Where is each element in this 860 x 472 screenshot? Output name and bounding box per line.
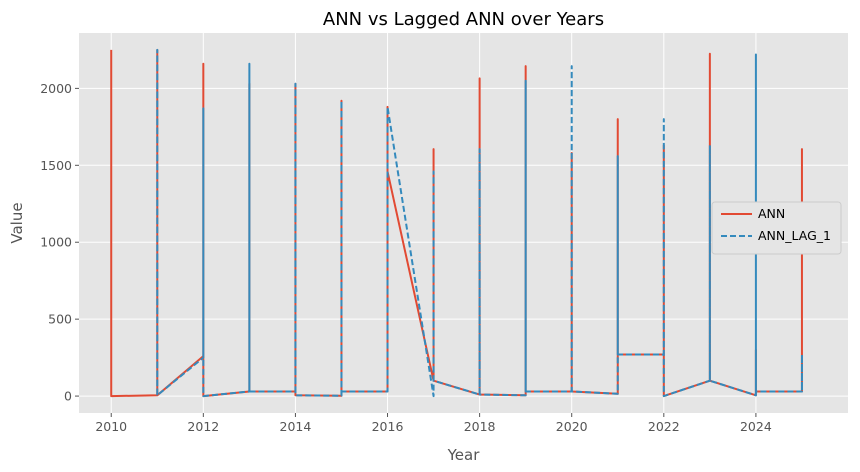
x-tick-label: 2020	[556, 419, 588, 434]
series-layer	[110, 48, 803, 398]
x-tick-label: 2016	[372, 419, 404, 434]
legend-label-ann: ANN	[758, 206, 785, 221]
series-line-ann-lag-1	[156, 48, 803, 398]
y-tick-label: 2000	[40, 81, 72, 96]
x-tick-label: 2012	[187, 419, 219, 434]
y-axis-label: Value	[8, 202, 26, 243]
legend: ANN ANN_LAG_1	[711, 201, 842, 255]
y-tick-label: 0	[64, 389, 72, 404]
x-tick-labels: 2010 2012 2014 2016 2018 2020 2022 2024	[95, 413, 772, 434]
y-tick-label: 500	[48, 312, 72, 327]
x-tick-label: 2024	[740, 419, 772, 434]
x-tick-label: 2010	[95, 419, 127, 434]
y-tick-label: 1500	[40, 158, 72, 173]
x-tick-label: 2022	[648, 419, 680, 434]
x-tick-label: 2014	[280, 419, 312, 434]
x-axis-label: Year	[447, 446, 481, 464]
legend-label-ann-lag-1: ANN_LAG_1	[758, 228, 831, 243]
y-tick-label: 1000	[40, 235, 72, 250]
y-tick-labels: 0 500 1000 1500 2000	[40, 81, 79, 404]
chart-title: ANN vs Lagged ANN over Years	[323, 9, 604, 30]
x-tick-label: 2018	[464, 419, 496, 434]
